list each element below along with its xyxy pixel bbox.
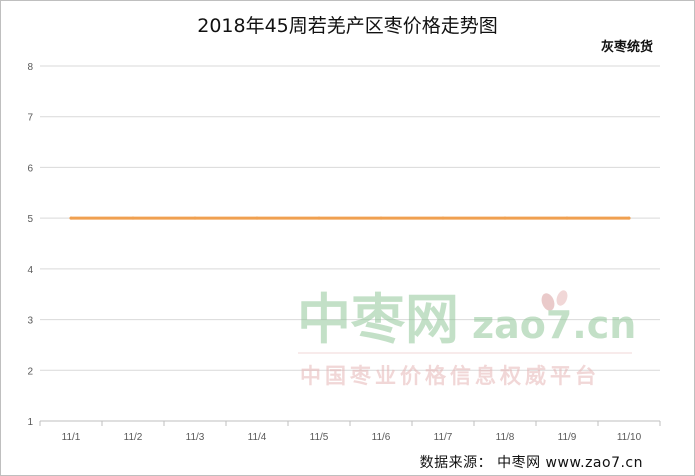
chart-title: 2018年45周若羌产区枣价格走势图 [197,15,498,37]
y-tick-label-4: 4 [27,265,33,276]
x-tick-label-11-1: 11/1 [62,432,81,443]
watermark: 中枣网 zao7.cn 中国枣业价格信息权威平台 [297,288,636,388]
y-tick-label-2: 2 [27,366,33,377]
data-point-11-2 [131,216,135,220]
x-tick-label-11-8: 11/8 [496,432,515,443]
x-tick-label-11-3: 11/3 [186,432,205,443]
watermark-logo-cn: 中枣网 [297,288,459,351]
y-axis: 1 2 3 4 5 6 7 8 [27,62,33,428]
data-point-11-3 [193,216,197,220]
y-tick-label-7: 7 [27,113,33,124]
data-point-11-5 [317,216,321,220]
data-point-11-10 [627,216,631,220]
x-tick-label-11-2: 11/2 [124,432,143,443]
y-tick-label-6: 6 [27,163,33,174]
x-tick-label-11-5: 11/5 [310,432,329,443]
series [69,216,631,220]
watermark-dates-icon [541,290,568,311]
data-point-11-1 [69,216,73,220]
x-tick-label-11-9: 11/9 [558,432,577,443]
x-tick-label-11-4: 11/4 [248,432,267,443]
watermark-logo-domain: zao7.cn [472,303,636,347]
data-point-11-8 [503,216,507,220]
data-point-11-4 [255,216,259,220]
source-note: 数据来源： 中枣网 www.zao7.cn [419,455,643,471]
x-tick-label-11-6: 11/6 [372,432,391,443]
y-tick-label-1: 1 [27,417,33,428]
x-tick-label-11-10: 11/10 [617,432,642,443]
data-point-11-7 [441,216,445,220]
y-tick-label-8: 8 [27,62,33,73]
data-point-11-6 [379,216,383,220]
data-point-11-9 [565,216,569,220]
y-tick-label-5: 5 [27,214,33,225]
x-axis: 11/1 11/2 11/3 11/4 11/5 11/6 11/7 11/8 11/9 11/1… [39,420,661,443]
legend-series-label: 灰枣统货 [600,40,653,55]
watermark-slogan: 中国枣业价格信息权威平台 [300,364,600,388]
y-tick-label-3: 3 [27,316,33,327]
x-tick-label-11-7: 11/7 [434,432,453,443]
